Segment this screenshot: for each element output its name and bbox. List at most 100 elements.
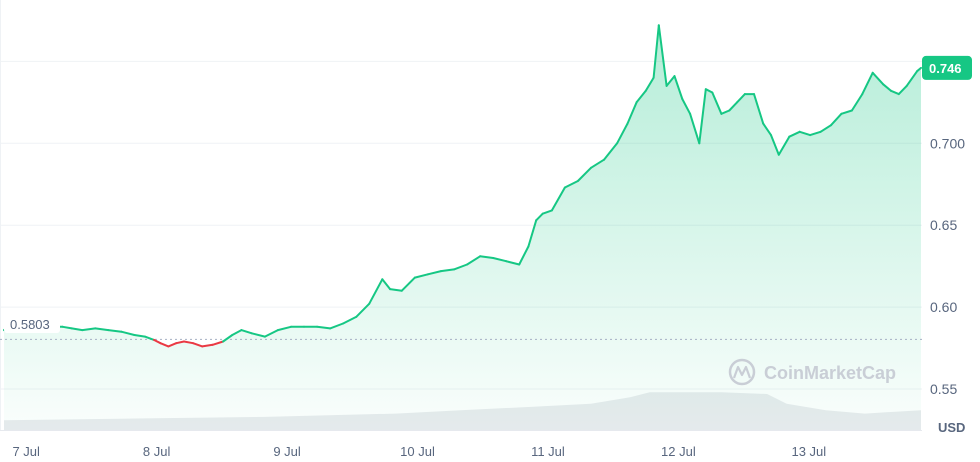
current-price-label: 0.746 — [929, 61, 962, 76]
price-segment — [590, 158, 605, 169]
watermark-text: CoinMarketCap — [764, 363, 896, 383]
y-axis: 0.55 0.60 0.65 0.700 — [930, 135, 965, 397]
price-segment — [426, 270, 442, 276]
price-segment — [689, 112, 701, 145]
price-segment — [720, 109, 731, 115]
price-segment — [550, 186, 566, 212]
price-segment — [107, 329, 123, 333]
price-segment — [905, 70, 919, 87]
price-segment — [861, 71, 874, 96]
price-segment — [389, 288, 403, 292]
price-segment — [728, 101, 739, 112]
price-segment — [673, 75, 684, 100]
x-tick-label: 9 Jul — [273, 444, 301, 459]
price-area — [4, 25, 921, 430]
price-segment — [541, 209, 553, 215]
price-segment — [153, 338, 162, 345]
price-segment — [240, 329, 253, 335]
baseline-label: 0.5803 — [10, 317, 50, 332]
price-segment — [143, 335, 155, 341]
x-axis: 7 Jul 8 Jul 9 Jul 10 Jul 11 Jul 12 Jul 13 Jul — [12, 444, 826, 459]
price-segment — [736, 93, 746, 104]
price-segment — [698, 88, 707, 145]
x-tick-label: 13 Jul — [791, 444, 826, 459]
price-segment — [505, 260, 521, 266]
y-tick-label: 0.700 — [930, 135, 965, 151]
price-segment — [616, 122, 629, 145]
price-segment — [916, 66, 922, 73]
price-segment — [626, 101, 638, 125]
current-price-badge: 0.746 — [922, 55, 972, 80]
price-segment — [704, 88, 714, 94]
price-segment — [120, 330, 136, 336]
price-segment — [518, 245, 530, 266]
price-segment — [159, 342, 170, 348]
price-segment — [192, 342, 204, 348]
price-segment — [183, 340, 195, 345]
price-segment — [563, 180, 579, 189]
price-segment — [882, 83, 892, 92]
price-segment — [381, 278, 392, 291]
price-segment — [492, 257, 508, 263]
price-segment — [665, 75, 676, 87]
price-segment — [400, 276, 416, 292]
price-segment — [440, 268, 455, 273]
price-segment — [133, 334, 146, 338]
price-segment — [316, 325, 332, 330]
price-segment — [788, 130, 801, 138]
price-segment — [681, 98, 692, 115]
price-segment — [222, 334, 234, 343]
price-segment — [798, 130, 812, 137]
y-tick-label: 0.65 — [930, 217, 957, 233]
price-segment — [231, 329, 243, 336]
price-segment — [762, 122, 772, 137]
price-segment — [644, 76, 655, 92]
price-segment — [809, 130, 822, 137]
x-tick-label: 11 Jul — [531, 444, 565, 459]
price-segment — [355, 302, 371, 318]
y-tick-label: 0.55 — [930, 381, 957, 397]
price-segment — [635, 89, 647, 104]
price-segment — [211, 340, 225, 346]
price-segment — [276, 325, 292, 332]
price-segment — [94, 327, 110, 332]
x-tick-label: 12 Jul — [661, 444, 696, 459]
price-segment — [479, 255, 495, 259]
price-segment — [70, 327, 84, 332]
baseline-label-box: 0.5803 — [4, 315, 60, 333]
price-segment — [770, 134, 780, 156]
price-segment — [61, 325, 73, 330]
price-segment — [897, 84, 908, 96]
price-segment — [711, 91, 723, 115]
price-segment — [603, 142, 619, 161]
price-segment — [453, 263, 469, 271]
price-segment — [753, 93, 765, 125]
x-tick-label: 7 Jul — [12, 444, 40, 459]
price-segment — [850, 93, 864, 112]
price-segment — [657, 24, 668, 87]
price-segment — [466, 255, 482, 266]
price-segment — [535, 212, 544, 222]
price-segment — [652, 24, 660, 79]
price-segment — [413, 273, 429, 279]
price-segment — [840, 109, 853, 115]
price-segment — [527, 219, 538, 248]
price-segment — [871, 71, 885, 86]
price-segment — [81, 327, 97, 332]
y-unit-label: USD — [938, 420, 965, 435]
price-segment — [201, 343, 214, 348]
price-segment — [777, 135, 791, 156]
price-segment — [167, 342, 178, 348]
price-area-fill — [4, 25, 921, 430]
price-segment — [263, 329, 279, 338]
price-segment — [329, 322, 345, 330]
x-tick-label: 8 Jul — [143, 444, 171, 459]
price-segment — [368, 278, 384, 305]
price-segment — [175, 340, 185, 345]
price-segment — [890, 89, 900, 96]
price-segment — [819, 124, 832, 133]
price-segment — [342, 315, 358, 325]
price-segment — [830, 112, 843, 127]
price-segment — [576, 166, 592, 182]
